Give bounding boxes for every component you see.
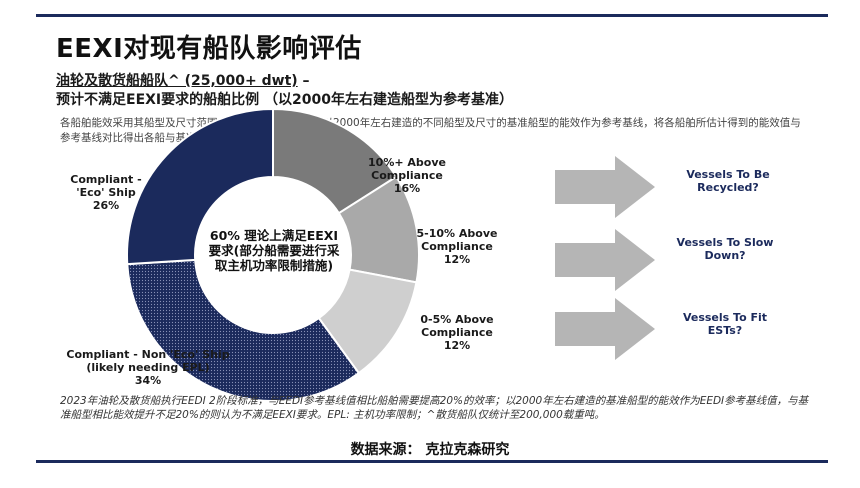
arrow-right-icon xyxy=(555,156,655,218)
label-5to10-l1: 5-10% Above xyxy=(416,227,498,240)
page-title: EEXI对现有船队影响评估 xyxy=(56,34,362,64)
data-source: 数据来源： 克拉克森研究 xyxy=(350,442,510,458)
label-5to10: 5-10% Above Compliance 12% xyxy=(402,227,512,266)
label-0to5-pct: 12% xyxy=(443,339,471,352)
top-rule xyxy=(36,14,828,17)
label-0to5-l2: Compliance xyxy=(421,326,493,339)
label-non-eco-l1: Compliant - Non 'Eco' Ship xyxy=(66,348,230,361)
label-5to10-pct: 12% xyxy=(443,253,471,266)
outcome-fit-ests: Vessels To Fit ESTs? xyxy=(682,311,768,337)
label-0to5: 0-5% Above Compliance 12% xyxy=(402,313,512,352)
label-10plus-l1: 10%+ Above xyxy=(368,156,446,169)
label-eco-l2: 'Eco' Ship xyxy=(76,186,136,199)
label-non-eco-l2: (likely needing EPL) xyxy=(86,361,210,374)
subtitle-fleet: 油轮及散货船船队^ (25,000+ dwt) xyxy=(56,73,298,89)
subtitle-dash: – xyxy=(297,73,310,89)
label-eco: Compliant - 'Eco' Ship 26% xyxy=(56,173,156,212)
label-0to5-l1: 0-5% Above xyxy=(420,313,494,326)
arrow-right-icon xyxy=(555,229,655,291)
label-non-eco-pct: 34% xyxy=(134,374,162,387)
chart-subtitle: 油轮及散货船船队^ (25,000+ dwt) – 预计不满足EEXI要求的船舶… xyxy=(56,72,513,110)
label-5to10-l2: Compliance xyxy=(421,240,493,253)
slice-eco xyxy=(126,107,274,266)
subtitle-line2: 预计不满足EEXI要求的船舶比例 （以2000年左右建造船型为参考基准） xyxy=(56,92,513,108)
bottom-rule xyxy=(36,460,828,463)
outcome-slow-down: Vessels To Slow Down? xyxy=(676,236,774,262)
footnote-text: 2023年油轮及散货船执行EEDI 2阶段标准，与EEDI参考基线值相比船舶需要… xyxy=(60,395,809,421)
outcome-recycled: Vessels To Be Recycled? xyxy=(686,168,770,194)
label-10plus-l2: Compliance xyxy=(371,169,443,182)
label-eco-pct: 26% xyxy=(92,199,120,212)
slice-non-eco xyxy=(126,258,361,402)
arrow-right-icon xyxy=(555,298,655,360)
label-non-eco: Compliant - Non 'Eco' Ship (likely needi… xyxy=(48,348,248,387)
label-eco-l1: Compliant - xyxy=(70,173,142,186)
label-10plus: 10%+ Above Compliance 16% xyxy=(352,156,462,195)
label-10plus-pct: 16% xyxy=(393,182,421,195)
donut-center-text: 60% 理论上满足EEXI要求(部分船需要进行采取主机功率限制措施) xyxy=(208,228,340,273)
